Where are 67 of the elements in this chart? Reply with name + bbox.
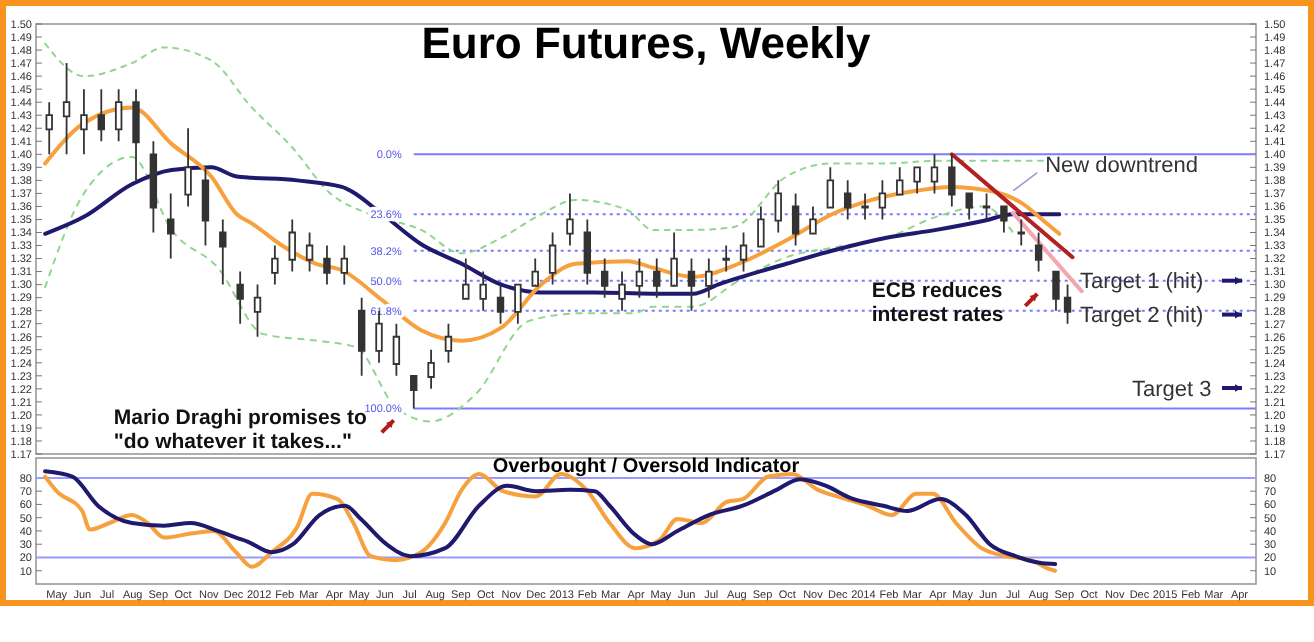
candlestick (45, 101, 53, 156)
candlestick (462, 257, 470, 300)
annotation: Target 3 (1132, 377, 1212, 402)
candlestick (930, 153, 939, 195)
candlestick (618, 270, 626, 312)
candlestick (357, 296, 366, 377)
candlestick (132, 88, 140, 182)
candlestick (62, 62, 71, 156)
candlestick (791, 192, 800, 247)
candlestick (965, 192, 973, 221)
candlestick (600, 257, 609, 299)
chart-title: Overbought / Oversold Indicator (492, 456, 800, 478)
candlestick (896, 166, 904, 196)
candlestick (878, 179, 887, 221)
candlestick (514, 283, 522, 325)
candlestick (843, 179, 852, 221)
candlestick (1017, 218, 1025, 247)
candlestick (913, 166, 921, 195)
candlestick (566, 192, 574, 247)
candlestick (479, 270, 487, 312)
annotation: Mario Draghi promises to "do whatever it takes..." (113, 405, 367, 454)
candlestick (861, 192, 869, 221)
candlestick (184, 127, 192, 208)
candlestick (444, 322, 453, 364)
candlestick (635, 257, 644, 299)
annotation: New downtrend (1045, 154, 1199, 179)
candlestick (236, 270, 244, 325)
candlestick (531, 257, 539, 287)
candlestick (219, 218, 227, 286)
candlestick (305, 231, 314, 273)
candlestick (687, 257, 696, 312)
candlestick (340, 244, 349, 286)
candlestick (323, 244, 331, 286)
candlestick (583, 218, 592, 286)
candlestick (149, 140, 158, 234)
candlestick (826, 166, 835, 209)
candlestick (201, 166, 210, 247)
candlestick (739, 231, 748, 273)
candlestick (253, 283, 262, 338)
candlestick (114, 88, 123, 143)
candlestick (705, 257, 713, 299)
candlestick (757, 205, 765, 248)
annotation: Target 2 (hit) (1079, 304, 1204, 329)
candlestick (809, 205, 817, 235)
candlestick (948, 153, 956, 208)
candlestick (496, 283, 505, 325)
candlestick (271, 244, 279, 286)
annotation: ECB reduces interest rates (871, 279, 1004, 328)
candlestick (982, 192, 991, 221)
candlestick (653, 257, 661, 299)
candlestick (1052, 270, 1060, 312)
candlestick (80, 88, 88, 156)
candlestick (548, 231, 557, 286)
candlestick (670, 231, 678, 287)
candlestick (410, 374, 418, 410)
candlestick (774, 179, 782, 234)
candlestick (427, 348, 435, 390)
candlestick (1034, 231, 1043, 273)
candlestick (1000, 205, 1008, 234)
annotation: Target 1 (hit) (1079, 270, 1204, 295)
candlestick (167, 192, 175, 260)
candlestick (288, 218, 296, 273)
candlestick (392, 322, 401, 377)
candlestick (1063, 283, 1072, 325)
chart-title: Euro Futures, Weekly (421, 18, 873, 68)
candlestick (722, 244, 730, 273)
candlestick (97, 88, 105, 143)
